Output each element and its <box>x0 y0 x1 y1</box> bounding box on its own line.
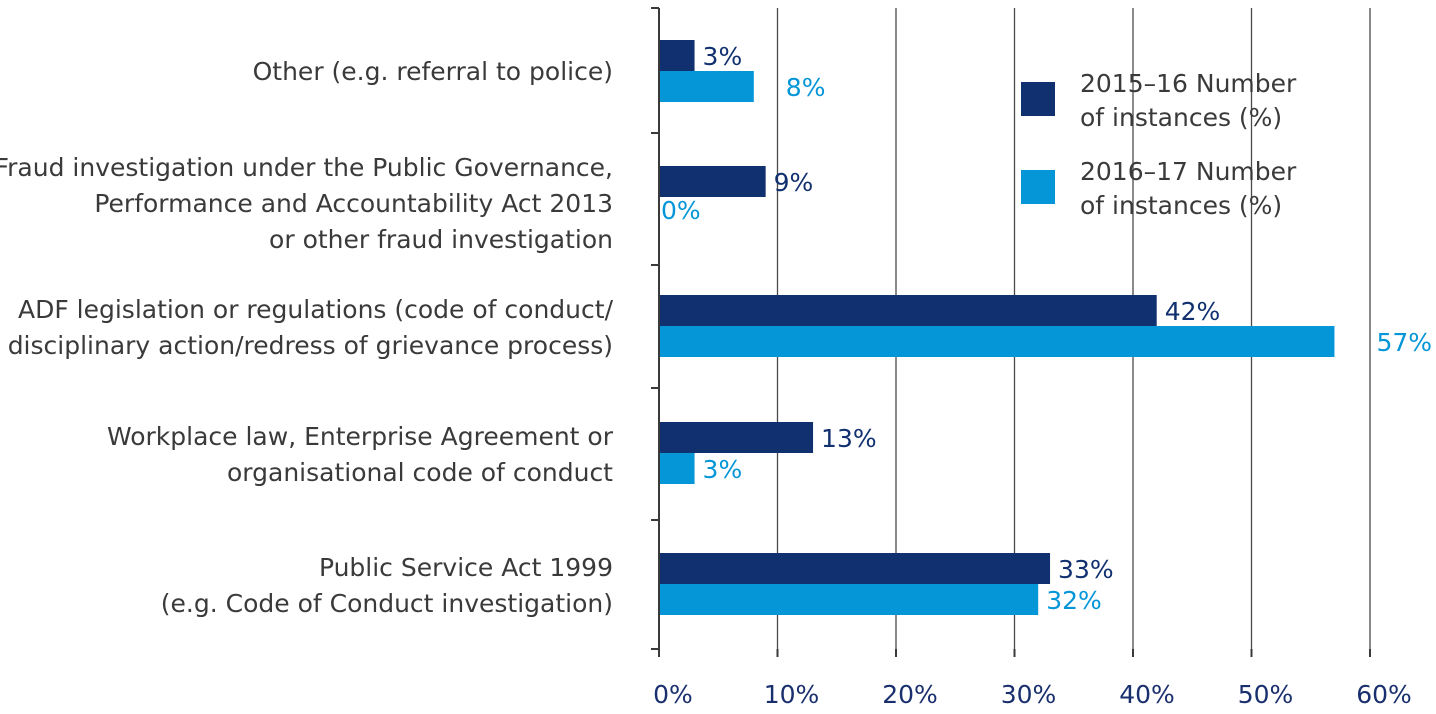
category-label: Workplace law, Enterprise Agreement or <box>107 422 614 451</box>
value-label: 42% <box>1165 297 1221 326</box>
x-tick-label: 50% <box>1238 680 1294 709</box>
x-tick-labels: 0% 10% 20% 30% 40% 50% 60% <box>653 680 1412 709</box>
legend-label: 2016–17 Number <box>1080 157 1297 186</box>
x-tick-label: 20% <box>882 680 938 709</box>
value-label: 3% <box>703 455 743 484</box>
legend: 2015–16 Number of instances (%) 2016–17 Nu… <box>1021 69 1297 220</box>
category-label: ADF legislation or regulations (code of … <box>18 295 614 324</box>
bar-2015-16 <box>659 553 1051 584</box>
legend-label: 2015–16 Number <box>1080 69 1297 98</box>
value-labels: 3% 9% 42% 13% 33% 8% 0% 57% 3% 32% <box>661 42 1432 615</box>
legend-swatch <box>1021 170 1055 204</box>
legend-swatch <box>1021 82 1055 116</box>
bars <box>659 40 1335 615</box>
bar-2016-17 <box>659 453 695 484</box>
value-label: 32% <box>1046 586 1102 615</box>
value-label: 9% <box>774 168 814 197</box>
category-label: disciplinary action/redress of grievance… <box>8 331 613 360</box>
bar-2015-16 <box>659 40 695 71</box>
category-label: Public Service Act 1999 <box>319 553 613 582</box>
category-label: Other (e.g. referral to police) <box>253 57 613 86</box>
bar-2016-17 <box>659 326 1335 357</box>
bar-2015-16 <box>659 422 814 453</box>
x-tick-label: 0% <box>653 680 693 709</box>
legend-label: of instances (%) <box>1080 103 1282 132</box>
bar-2015-16 <box>659 295 1157 326</box>
value-label: 3% <box>703 42 743 71</box>
value-label: 13% <box>821 424 877 453</box>
bar-2016-17 <box>659 584 1039 615</box>
value-label: 57% <box>1376 328 1432 357</box>
category-label: or other fraud investigation <box>269 225 613 254</box>
value-label: 33% <box>1058 555 1114 584</box>
x-tick-label: 40% <box>1119 680 1175 709</box>
category-label: Performance and Accountability Act 2013 <box>94 189 613 218</box>
x-tick-label: 60% <box>1356 680 1412 709</box>
category-label: Fraud investigation under the Public Gov… <box>0 153 613 182</box>
value-label: 0% <box>661 196 701 225</box>
x-tick-label: 30% <box>1001 680 1057 709</box>
legend-label: of instances (%) <box>1080 191 1282 220</box>
y-axis <box>651 7 1371 657</box>
category-label: (e.g. Code of Conduct investigation) <box>161 589 613 618</box>
value-label: 8% <box>786 73 826 102</box>
bar-2016-17 <box>659 71 754 102</box>
category-label: organisational code of conduct <box>227 458 613 487</box>
x-tick-label: 10% <box>764 680 820 709</box>
category-labels: Other (e.g. referral to police) Fraud inv… <box>0 57 614 618</box>
bar-2015-16 <box>659 166 766 197</box>
